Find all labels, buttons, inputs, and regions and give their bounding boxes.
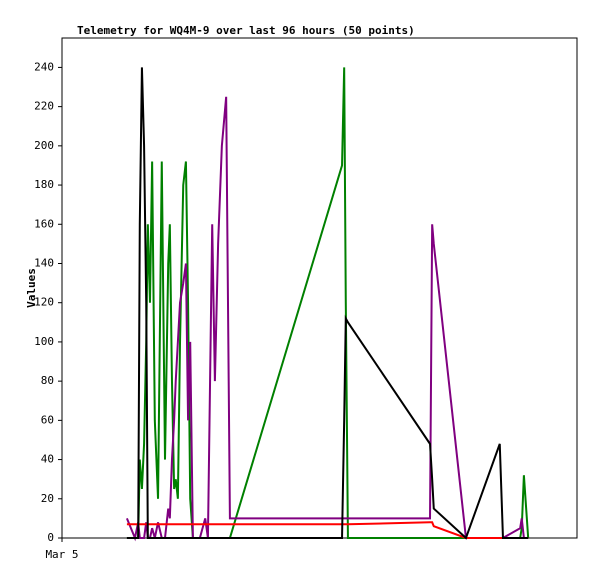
y-tick-label: 240 bbox=[34, 60, 54, 73]
x-tick-label: Mar 5 bbox=[45, 548, 78, 561]
y-axis-label: Values bbox=[25, 268, 38, 308]
y-tick-label: 20 bbox=[41, 492, 54, 505]
chart-title: Telemetry for WQ4M-9 over last 96 hours … bbox=[77, 24, 415, 37]
y-tick-label: 180 bbox=[34, 178, 54, 191]
y-tick-label: 140 bbox=[34, 256, 54, 269]
y-tick-label: 200 bbox=[34, 139, 54, 152]
series-line bbox=[126, 521, 529, 539]
y-tick-label: 220 bbox=[34, 100, 54, 113]
series-line bbox=[126, 67, 530, 539]
y-tick-label: 100 bbox=[34, 335, 54, 348]
series-line bbox=[126, 67, 529, 540]
y-tick-label: 40 bbox=[41, 453, 54, 466]
y-tick-label: 60 bbox=[41, 413, 54, 426]
y-tick-label: 120 bbox=[34, 296, 54, 309]
y-tick-label: 80 bbox=[41, 374, 54, 387]
y-tick-label: 160 bbox=[34, 217, 54, 230]
y-tick-label: 0 bbox=[47, 531, 54, 544]
series-line bbox=[125, 96, 529, 542]
